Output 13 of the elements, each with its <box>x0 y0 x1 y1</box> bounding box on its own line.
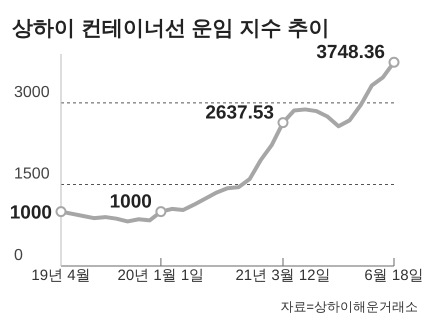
x-tick-label: 6월 18일 <box>364 267 424 284</box>
x-tick-label: 21년 3월 12일 <box>235 267 331 284</box>
data-label: 2637.53 <box>205 102 274 124</box>
data-label: 3748.36 <box>316 42 385 64</box>
x-tick-label: 19년 4월 <box>31 267 91 284</box>
y-tick-label: 1500 <box>14 165 50 182</box>
text: 자료=상하이해운거래소 <box>280 298 418 316</box>
y-tick-label: 3000 <box>14 84 50 101</box>
chart-title: 상하이 컨테이너선 운임 지수 추이 <box>12 16 330 42</box>
y-tick-label: 0 <box>14 247 23 264</box>
x-tick-label: 20년 1월 1일 <box>118 267 204 284</box>
data-label: 1000 <box>110 192 152 213</box>
data-label: 1000 <box>10 202 52 224</box>
